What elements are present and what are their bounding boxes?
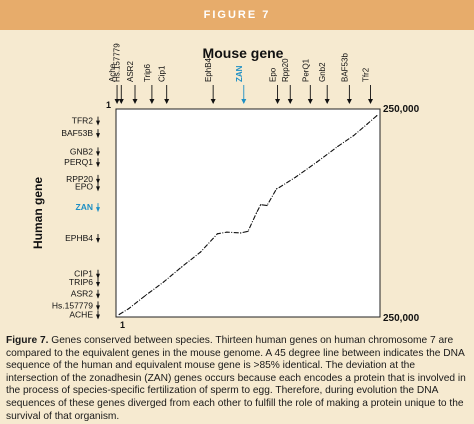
series-point — [255, 212, 258, 214]
y-gene-label-epo: EPO — [75, 181, 93, 191]
x-end-label: 250,000 — [383, 104, 420, 115]
x-gene-arrow-ephb4 — [210, 99, 216, 104]
y-gene-arrow-ephb4 — [96, 237, 100, 243]
x-gene-label-hs-157779: Hs.157779 — [112, 43, 121, 82]
x-gene-arrow-baf53b — [346, 99, 352, 104]
figure-header: FIGURE 7 — [0, 0, 474, 30]
y-start-label: 1 — [120, 320, 125, 330]
caption-text: Genes conserved between species. Thirtee… — [6, 335, 466, 422]
x-gene-label-trip6: Trip6 — [143, 64, 152, 82]
y-gene-arrow-trip6 — [96, 282, 100, 288]
figure-title: FIGURE 7 — [203, 9, 271, 21]
series-point — [366, 123, 368, 125]
y-gene-arrow-baf53b — [96, 133, 100, 139]
series-point — [247, 230, 249, 232]
series-point — [128, 308, 130, 310]
plot-area — [115, 108, 381, 318]
series-point — [216, 233, 218, 235]
series-point — [279, 186, 281, 188]
y-gene-arrow-perq1 — [96, 162, 100, 168]
x-gene-label-baf53b: BAF53b — [340, 53, 349, 82]
y-gene-arrow-epo — [96, 186, 100, 192]
x-gene-arrow-rpp20 — [287, 99, 293, 104]
x-gene-arrow-trip6 — [149, 99, 155, 104]
x-gene-arrow-asr2 — [132, 99, 138, 104]
series-point — [275, 188, 278, 190]
x-gene-label-asr2: ASR2 — [126, 61, 135, 82]
series-point — [266, 204, 268, 207]
y-gene-arrow-asr2 — [96, 293, 100, 299]
y-gene-label-baf53b: BAF53B — [61, 128, 93, 138]
y-gene-arrow-cip1 — [96, 273, 100, 279]
x-gene-arrow-epo — [275, 99, 281, 104]
x-gene-arrow-zan — [241, 99, 247, 104]
x-gene-arrow-tfr2 — [367, 99, 373, 104]
y-gene-arrow-gnb2 — [96, 151, 100, 157]
y-gene-arrow-rpp20 — [96, 178, 100, 184]
series-point — [199, 251, 202, 253]
y-gene-label-zan: ZAN — [76, 202, 93, 212]
y-gene-label-tfr2: TFR2 — [72, 116, 94, 126]
x-gene-arrow-gnb2 — [324, 99, 330, 104]
chart-title: Mouse gene — [203, 45, 284, 61]
x-gene-arrow-ache — [114, 99, 120, 104]
y-end-label: 250,000 — [383, 313, 420, 324]
series-point — [240, 232, 242, 234]
series-point — [144, 294, 147, 296]
series-layer — [118, 115, 378, 316]
x-gene-label-rpp20: Rpp20 — [281, 58, 290, 82]
y-gene-label-asr2: ASR2 — [71, 289, 93, 299]
y-gene-label-perq1: PERQ1 — [64, 157, 93, 167]
y-gene-label-hs-157779: Hs.157779 — [52, 300, 93, 310]
y-gene-label-ephb4: EPHB4 — [65, 233, 93, 243]
series-point — [162, 281, 165, 283]
series-point — [226, 231, 228, 233]
y-gene-arrow-ache — [96, 314, 100, 320]
y-gene-label-cip1: CIP1 — [74, 269, 93, 279]
y-gene-label-trip6: TRIP6 — [69, 277, 93, 287]
x-gene-label-ephb4: EphB4 — [204, 57, 213, 82]
x-gene-label-tfr2: Tfr2 — [361, 67, 370, 82]
y-gene-arrow-tfr2 — [96, 120, 100, 126]
corner-start-label: 1 — [106, 100, 111, 110]
series-point — [294, 176, 297, 178]
series-point — [260, 204, 262, 206]
y-gene-arrow-zan — [96, 207, 100, 213]
x-gene-label-perq1: PerQ1 — [301, 58, 310, 82]
series-point — [316, 161, 318, 163]
series-line-0 — [118, 115, 378, 315]
series-point — [180, 266, 183, 268]
y-gene-label-gnb2: GNB2 — [70, 146, 93, 156]
series-point — [337, 145, 339, 148]
y-gene-label-ache: ACHE — [69, 310, 93, 320]
figure-caption: Figure 7. Genes conserved between specie… — [6, 335, 468, 423]
series-point — [376, 115, 378, 117]
y-gene-arrow-hs-157779 — [96, 305, 100, 311]
y-gene-label-rpp20: RPP20 — [66, 174, 93, 184]
series-point — [352, 135, 355, 137]
x-gene-label-zan: ZAN — [235, 65, 244, 82]
x-gene-arrow-hs-157779 — [118, 99, 124, 104]
x-gene-label-epo: Epo — [269, 67, 278, 82]
x-gene-label-ache: Ache — [108, 63, 117, 82]
x-gene-arrow-perq1 — [307, 99, 313, 104]
x-gene-label-cip1: Cip1 — [158, 65, 167, 82]
series-point — [118, 313, 120, 316]
y-axis-label: Human gene — [31, 177, 45, 249]
x-gene-label-gnb2: Gnb2 — [318, 62, 327, 82]
caption-lead: Figure 7. — [6, 335, 49, 346]
x-gene-arrow-cip1 — [164, 99, 170, 104]
